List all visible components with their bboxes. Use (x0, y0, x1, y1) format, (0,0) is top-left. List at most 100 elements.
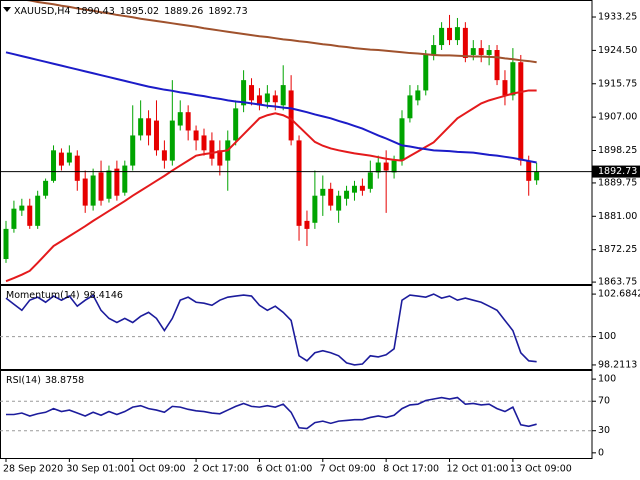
y-tick-label: 1863.75 (598, 277, 637, 288)
candle-body (526, 160, 532, 181)
indicator-name: Momentum(14) (6, 290, 80, 301)
candle-body (502, 80, 508, 96)
candle-body (383, 162, 389, 171)
x-tick-label: 8 Oct 17:00 (383, 464, 439, 475)
y-tick-label: 100 (598, 374, 616, 385)
pane-frame (0, 370, 593, 459)
candle-body (51, 150, 57, 181)
candle-body (470, 48, 476, 55)
pane-frame (0, 285, 593, 370)
candle-body (518, 62, 524, 161)
candle-body (494, 50, 500, 81)
candle-body (288, 90, 294, 141)
candle-body (391, 160, 397, 173)
y-tick-label: 100 (598, 331, 616, 342)
candle-body (256, 95, 262, 106)
y-tick-label: 1872.25 (598, 244, 637, 255)
x-tick-label: 7 Oct 09:00 (320, 464, 376, 475)
indicator-line (6, 396, 537, 430)
y-tick-label: 1915.75 (598, 78, 637, 89)
indicator-value: 38.8758 (45, 375, 84, 386)
y-tick-label: 98.2113 (598, 359, 637, 370)
x-tick-label: 30 Sep 01:00 (66, 464, 129, 475)
candle-body (510, 62, 516, 96)
candle-body (439, 27, 445, 46)
symbol: XAUUSD,H4 (14, 6, 70, 17)
candle-body (185, 112, 191, 131)
x-tick-label: 2 Oct 17:00 (193, 464, 249, 475)
plot-area (6, 396, 537, 430)
candle-body (367, 172, 373, 189)
y-tick-label: 1907.00 (598, 112, 637, 123)
candle-body (375, 162, 381, 173)
candle-body (462, 27, 468, 59)
candle-body (233, 108, 239, 141)
moving-average (5, 89, 537, 283)
current-price-label: 1892.73 (598, 166, 637, 177)
candle-body (272, 95, 278, 103)
candle-body (312, 195, 318, 223)
candle-body (249, 85, 255, 101)
y-tick-label: 1898.25 (598, 145, 637, 156)
candle-body (74, 155, 80, 181)
candle-body (209, 140, 215, 159)
candle-body (407, 95, 413, 119)
y-tick-label: 30 (598, 425, 610, 436)
indicator-name: RSI(14) (6, 375, 41, 386)
y-tick-label: 102.6842 (598, 289, 640, 300)
ohlc-high: 1895.02 (120, 6, 159, 17)
candle-body (399, 118, 405, 161)
candle-body (138, 118, 144, 136)
x-tick-label: 12 Oct 01:00 (447, 464, 509, 475)
candle-body (3, 228, 9, 260)
candle-body (169, 120, 175, 161)
candle-body (336, 195, 342, 211)
y-tick-label: 70 (598, 396, 610, 407)
ohlc-close: 1892.73 (208, 6, 247, 17)
x-tick-label: 28 Sep 2020 (3, 464, 63, 475)
y-tick-label: 1933.25 (598, 12, 637, 23)
dropdown-triangle[interactable] (3, 7, 11, 12)
candle-body (201, 135, 207, 151)
candle-body (280, 85, 286, 106)
pane-frame (0, 0, 593, 285)
candle-body (454, 27, 460, 41)
candle-body (328, 188, 334, 206)
plot-area (5, 293, 537, 366)
candle-body (177, 112, 183, 126)
x-tick-label: 13 Oct 09:00 (510, 464, 572, 475)
ohlc-open: 1890.43 (75, 6, 114, 17)
candle-body (241, 80, 247, 106)
candle-body (478, 48, 484, 55)
indicator-line (5, 293, 537, 366)
candle-body (486, 50, 492, 55)
moving-average (26, 1, 537, 64)
candle-body (344, 190, 350, 199)
plot-area (0, 1, 592, 283)
candle-body (431, 45, 437, 55)
candle-body (359, 185, 365, 191)
y-tick-label: 1924.50 (598, 45, 637, 56)
current-price-box (592, 165, 640, 178)
y-tick-label: 1881.00 (598, 211, 637, 222)
candle-body (264, 93, 270, 103)
ohlc-low: 1889.26 (164, 6, 203, 17)
chart-title: XAUUSD,H4 1890.43 1895.02 1889.26 1892.73 (14, 6, 248, 17)
indicator-title: Momentum(14) 98.4146 (6, 290, 123, 301)
indicator-value: 98.4146 (84, 290, 123, 301)
candle-body (153, 120, 159, 151)
y-tick-label: 0 (598, 447, 604, 458)
candle-body (19, 205, 25, 211)
candle-body (193, 130, 199, 141)
candle-body (82, 178, 88, 206)
candle-body (90, 175, 96, 206)
y-tick-label: 1889.75 (598, 177, 637, 188)
candle-body (423, 54, 429, 91)
moving-average (5, 51, 537, 164)
candle-body (11, 208, 17, 229)
candle-body (304, 220, 310, 229)
candle-body (130, 135, 136, 166)
